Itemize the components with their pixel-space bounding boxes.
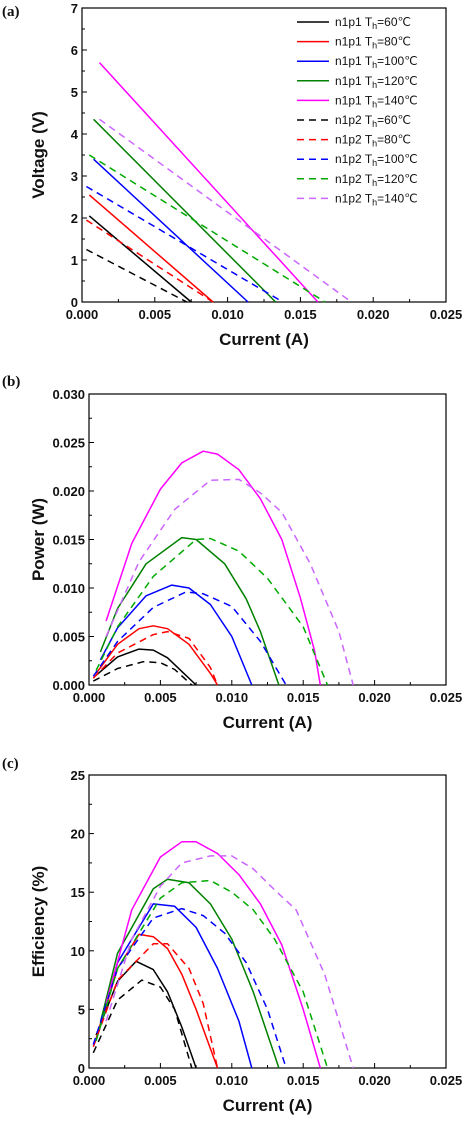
x-tick-label: 0.000 [66, 307, 99, 322]
x-tick-label: 0.025 [430, 690, 463, 705]
chart-panel-2: (c) 0.000 0.005 0.010 0.015 0.020 0.025 0 5 10 15 2… [2, 756, 462, 1115]
y-tick-label: 10 [71, 944, 85, 959]
panel-label: (c) [2, 756, 19, 772]
series-line [99, 878, 280, 1069]
y-tick-label: 0.025 [52, 436, 85, 451]
y-tick-label: 3 [71, 169, 78, 184]
y-tick-label: 25 [71, 768, 85, 783]
legend-entry: n1p1 Th=80℃ [335, 35, 411, 51]
y-tick-label: 5 [71, 85, 78, 100]
y-tick-label: 0.030 [52, 387, 85, 402]
y-tick-label: 0 [78, 1061, 85, 1076]
y-tick-label: 15 [71, 885, 85, 900]
y-tick-label: 20 [71, 827, 85, 842]
y-tick-label: 5 [78, 1002, 85, 1017]
series-line [88, 154, 326, 303]
legend-entry: n1p1 Th=100℃ [335, 54, 418, 70]
x-tick-label: 0.010 [216, 690, 249, 705]
series-line [85, 219, 214, 303]
legend-entry: n1p1 Th=60℃ [335, 15, 411, 31]
series-line [105, 478, 354, 686]
chart-panel-0: (a) 0.000 0.005 0.010 0.015 0.020 0.025 0 1 2 3 4 5 6… [2, 1, 462, 349]
x-tick-label: 0.005 [144, 690, 177, 705]
series-line [99, 903, 253, 1069]
y-axis-label: Efficiency (%) [29, 866, 48, 977]
y-tick-label: 0.005 [52, 630, 85, 645]
chart-panel-1: (b) 0.000 0.005 0.010 0.015 0.020 0.025 0.000 0.… [2, 374, 462, 732]
x-tick-label: 0.010 [211, 307, 244, 322]
x-axis-label: Current (A) [219, 330, 309, 349]
y-tick-label: 2 [71, 211, 78, 226]
y-tick-label: 1 [71, 253, 78, 268]
legend: n1p1 Th=60℃ n1p1 Th=80℃ n1p1 Th=100℃ n1p1 T… [297, 15, 418, 207]
series-line [92, 591, 287, 686]
x-tick-label: 0.020 [358, 690, 391, 705]
x-axis-label: Current (A) [223, 713, 313, 732]
legend-entry: n1p1 Th=140℃ [335, 93, 418, 109]
x-tick-label: 0.005 [144, 1073, 177, 1088]
x-tick-label: 0.000 [73, 1073, 106, 1088]
plot-frame [88, 393, 447, 686]
x-tick-label: 0.010 [216, 1073, 249, 1088]
y-tick-label: 0.015 [52, 533, 85, 548]
legend-entry: n1p2 Th=140℃ [335, 191, 418, 207]
series-line [92, 979, 193, 1069]
panel-label: (b) [2, 374, 20, 390]
x-tick-label: 0.015 [284, 307, 317, 322]
series-line [93, 158, 249, 303]
series-line [105, 450, 322, 686]
series-line [98, 62, 319, 303]
panel-label: (a) [2, 4, 20, 20]
legend-entry: n1p1 Th=120℃ [335, 74, 418, 90]
series-line [99, 584, 253, 686]
x-tick-label: 0.020 [357, 307, 390, 322]
y-tick-label: 0.020 [52, 484, 85, 499]
x-tick-label: 0.015 [287, 1073, 320, 1088]
series-line [92, 630, 219, 686]
legend-entry: n1p2 Th=60℃ [335, 113, 411, 129]
y-axis-label: Voltage (V) [29, 111, 48, 199]
y-tick-label: 0.000 [52, 678, 85, 693]
series-line [99, 118, 352, 303]
x-tick-label: 0.020 [358, 1073, 391, 1088]
y-tick-label: 4 [71, 127, 79, 142]
y-tick-label: 6 [71, 43, 78, 58]
series-line [95, 537, 329, 686]
series-line [86, 185, 284, 303]
series-line [92, 943, 219, 1069]
y-tick-label: 0 [71, 295, 78, 310]
series-line [88, 215, 192, 303]
legend-entry: n1p2 Th=80℃ [335, 133, 411, 149]
y-tick-label: 0.010 [52, 581, 85, 596]
x-tick-label: 0.005 [139, 307, 172, 322]
series-line [95, 933, 219, 1069]
series-line [92, 660, 193, 686]
series-line [88, 194, 214, 303]
legend-entry: n1p2 Th=100℃ [335, 152, 418, 168]
series-line [95, 625, 219, 686]
series-line [86, 248, 188, 303]
series-line [95, 960, 197, 1069]
series-line [105, 855, 354, 1069]
series-line [93, 118, 277, 303]
x-tick-label: 0.025 [430, 1073, 463, 1088]
x-tick-label: 0.025 [430, 307, 463, 322]
y-tick-label: 7 [71, 1, 78, 16]
series-line [95, 648, 197, 686]
x-tick-label: 0.000 [73, 690, 106, 705]
x-tick-label: 0.015 [287, 690, 320, 705]
x-axis-label: Current (A) [223, 1096, 313, 1115]
legend-entry: n1p2 Th=120℃ [335, 172, 418, 188]
series-line [99, 536, 280, 686]
series-line [105, 841, 322, 1069]
series-line [92, 907, 287, 1069]
y-axis-label: Power (W) [29, 498, 48, 581]
